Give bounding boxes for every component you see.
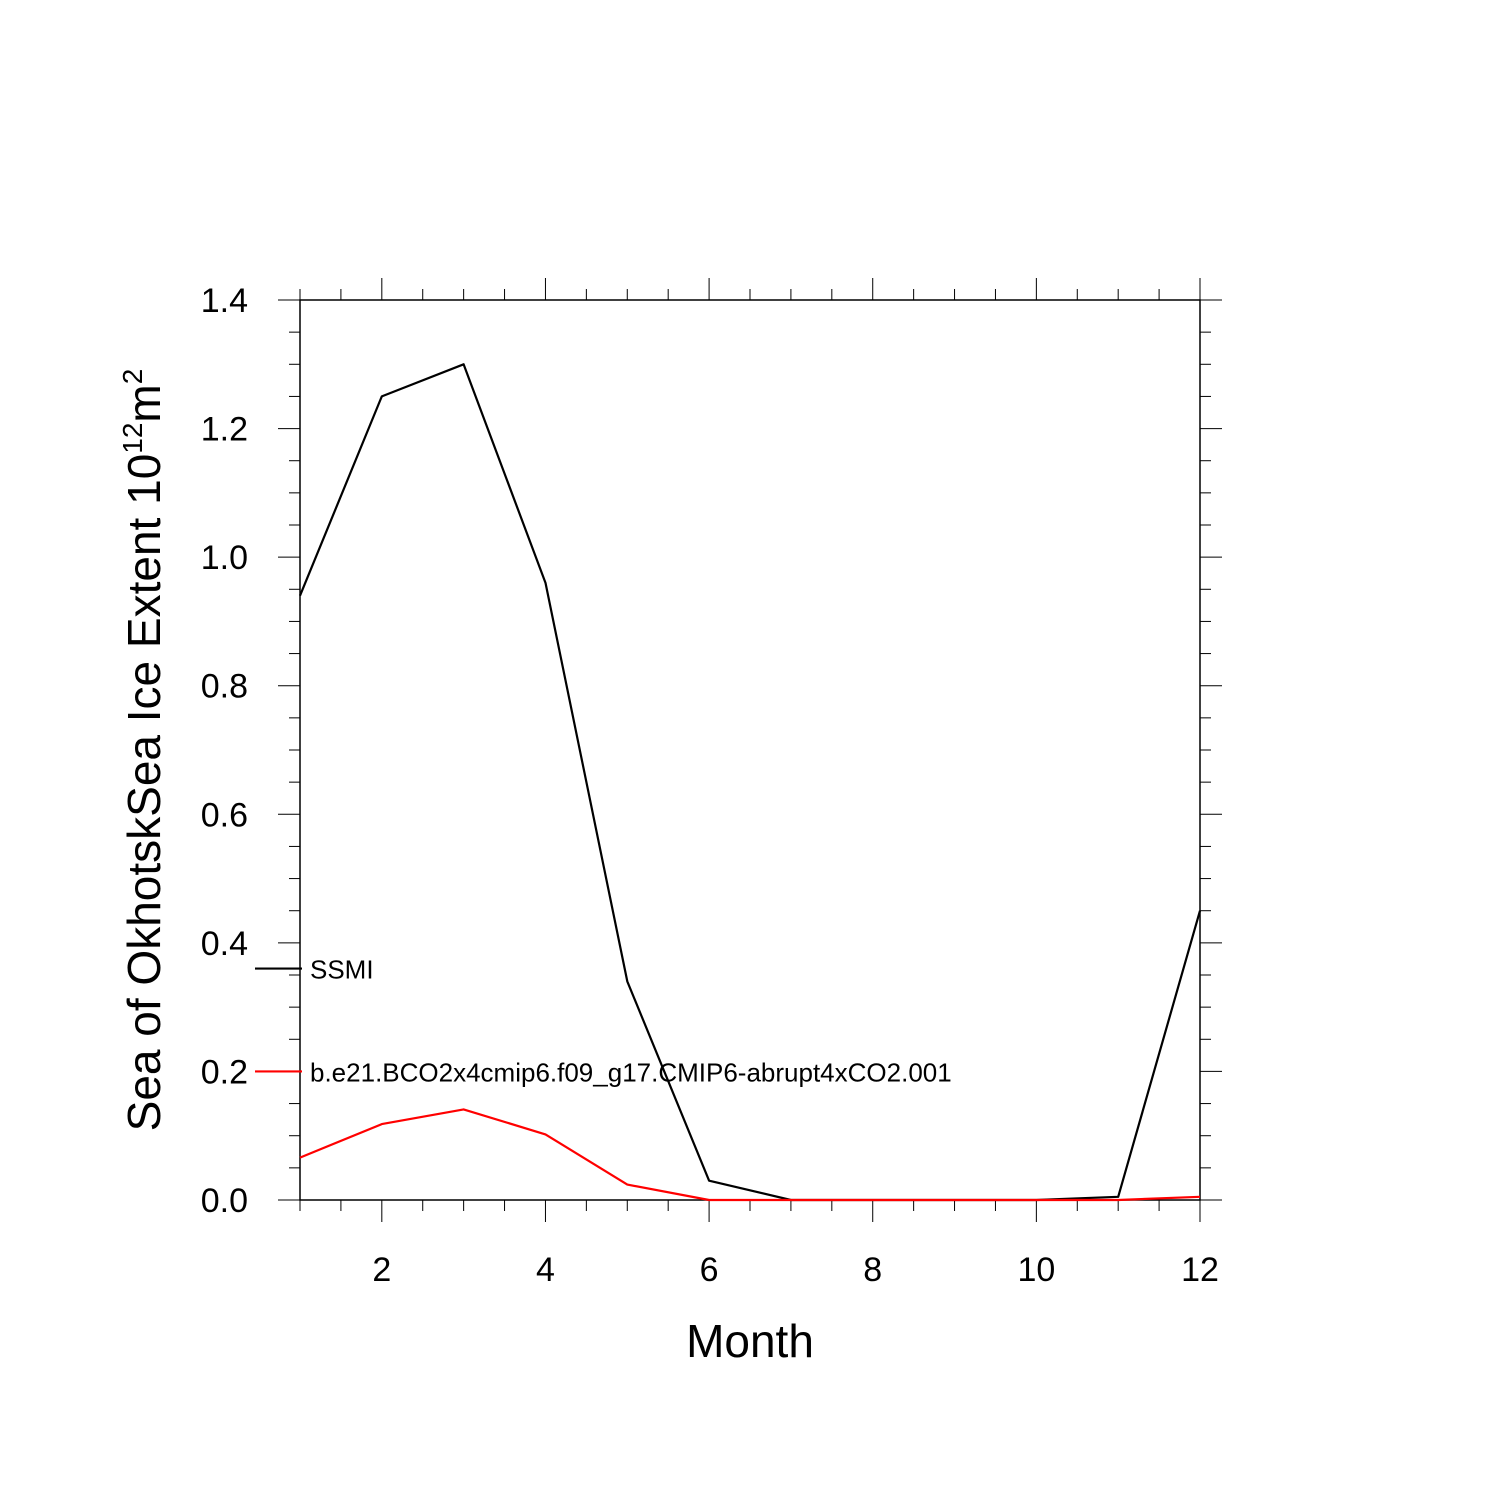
x-tick-label: 12: [1181, 1251, 1219, 1289]
x-tick-label: 4: [536, 1251, 555, 1289]
x-tick-label: 10: [1017, 1251, 1055, 1289]
y-tick-label: 0.8: [201, 668, 248, 706]
tick-labels: 2 4 6 8 10 12 0.0 0.2 0.4 0.6 0.8 1.0 1.2 1.4: [201, 282, 1219, 1289]
y-axis-title-unit: m: [118, 384, 170, 422]
x-axis-title: Month: [686, 1315, 814, 1367]
y-tick-label: 0.2: [201, 1053, 248, 1091]
x-tick-label: 2: [372, 1251, 391, 1289]
legend-label-2: b.e21.BCO2x4cmip6.f09_g17.CMIP6-abrupt4x…: [310, 1057, 952, 1087]
legend-label-1: SSMI: [310, 955, 374, 985]
series-lines: [298, 363, 1202, 1202]
y-axis-title-exponent: 12: [117, 423, 148, 454]
y-tick-label: 1.4: [201, 282, 248, 320]
y-tick-label: 0.0: [201, 1182, 248, 1220]
y-tick-label: 1.0: [201, 539, 248, 577]
x-tick-label: 6: [700, 1251, 719, 1289]
legend: SSMI b.e21.BCO2x4cmip6.f09_g17.CMIP6-abru…: [255, 955, 952, 1087]
x-tick-label: 8: [863, 1251, 882, 1289]
y-tick-label: 1.2: [201, 411, 248, 449]
y-tick-label: 0.4: [201, 925, 248, 963]
series-line-2: [299, 1108, 1201, 1202]
y-axis-title-unit-exponent: 2: [117, 369, 148, 385]
y-tick-label: 0.6: [201, 796, 248, 834]
y-axis-title: Sea of OkhotskSea Ice Extent 1012m2: [117, 369, 170, 1132]
axis-ticks: [278, 278, 1222, 1222]
y-axis-title-text: Sea of OkhotskSea Ice Extent 10: [118, 454, 170, 1132]
